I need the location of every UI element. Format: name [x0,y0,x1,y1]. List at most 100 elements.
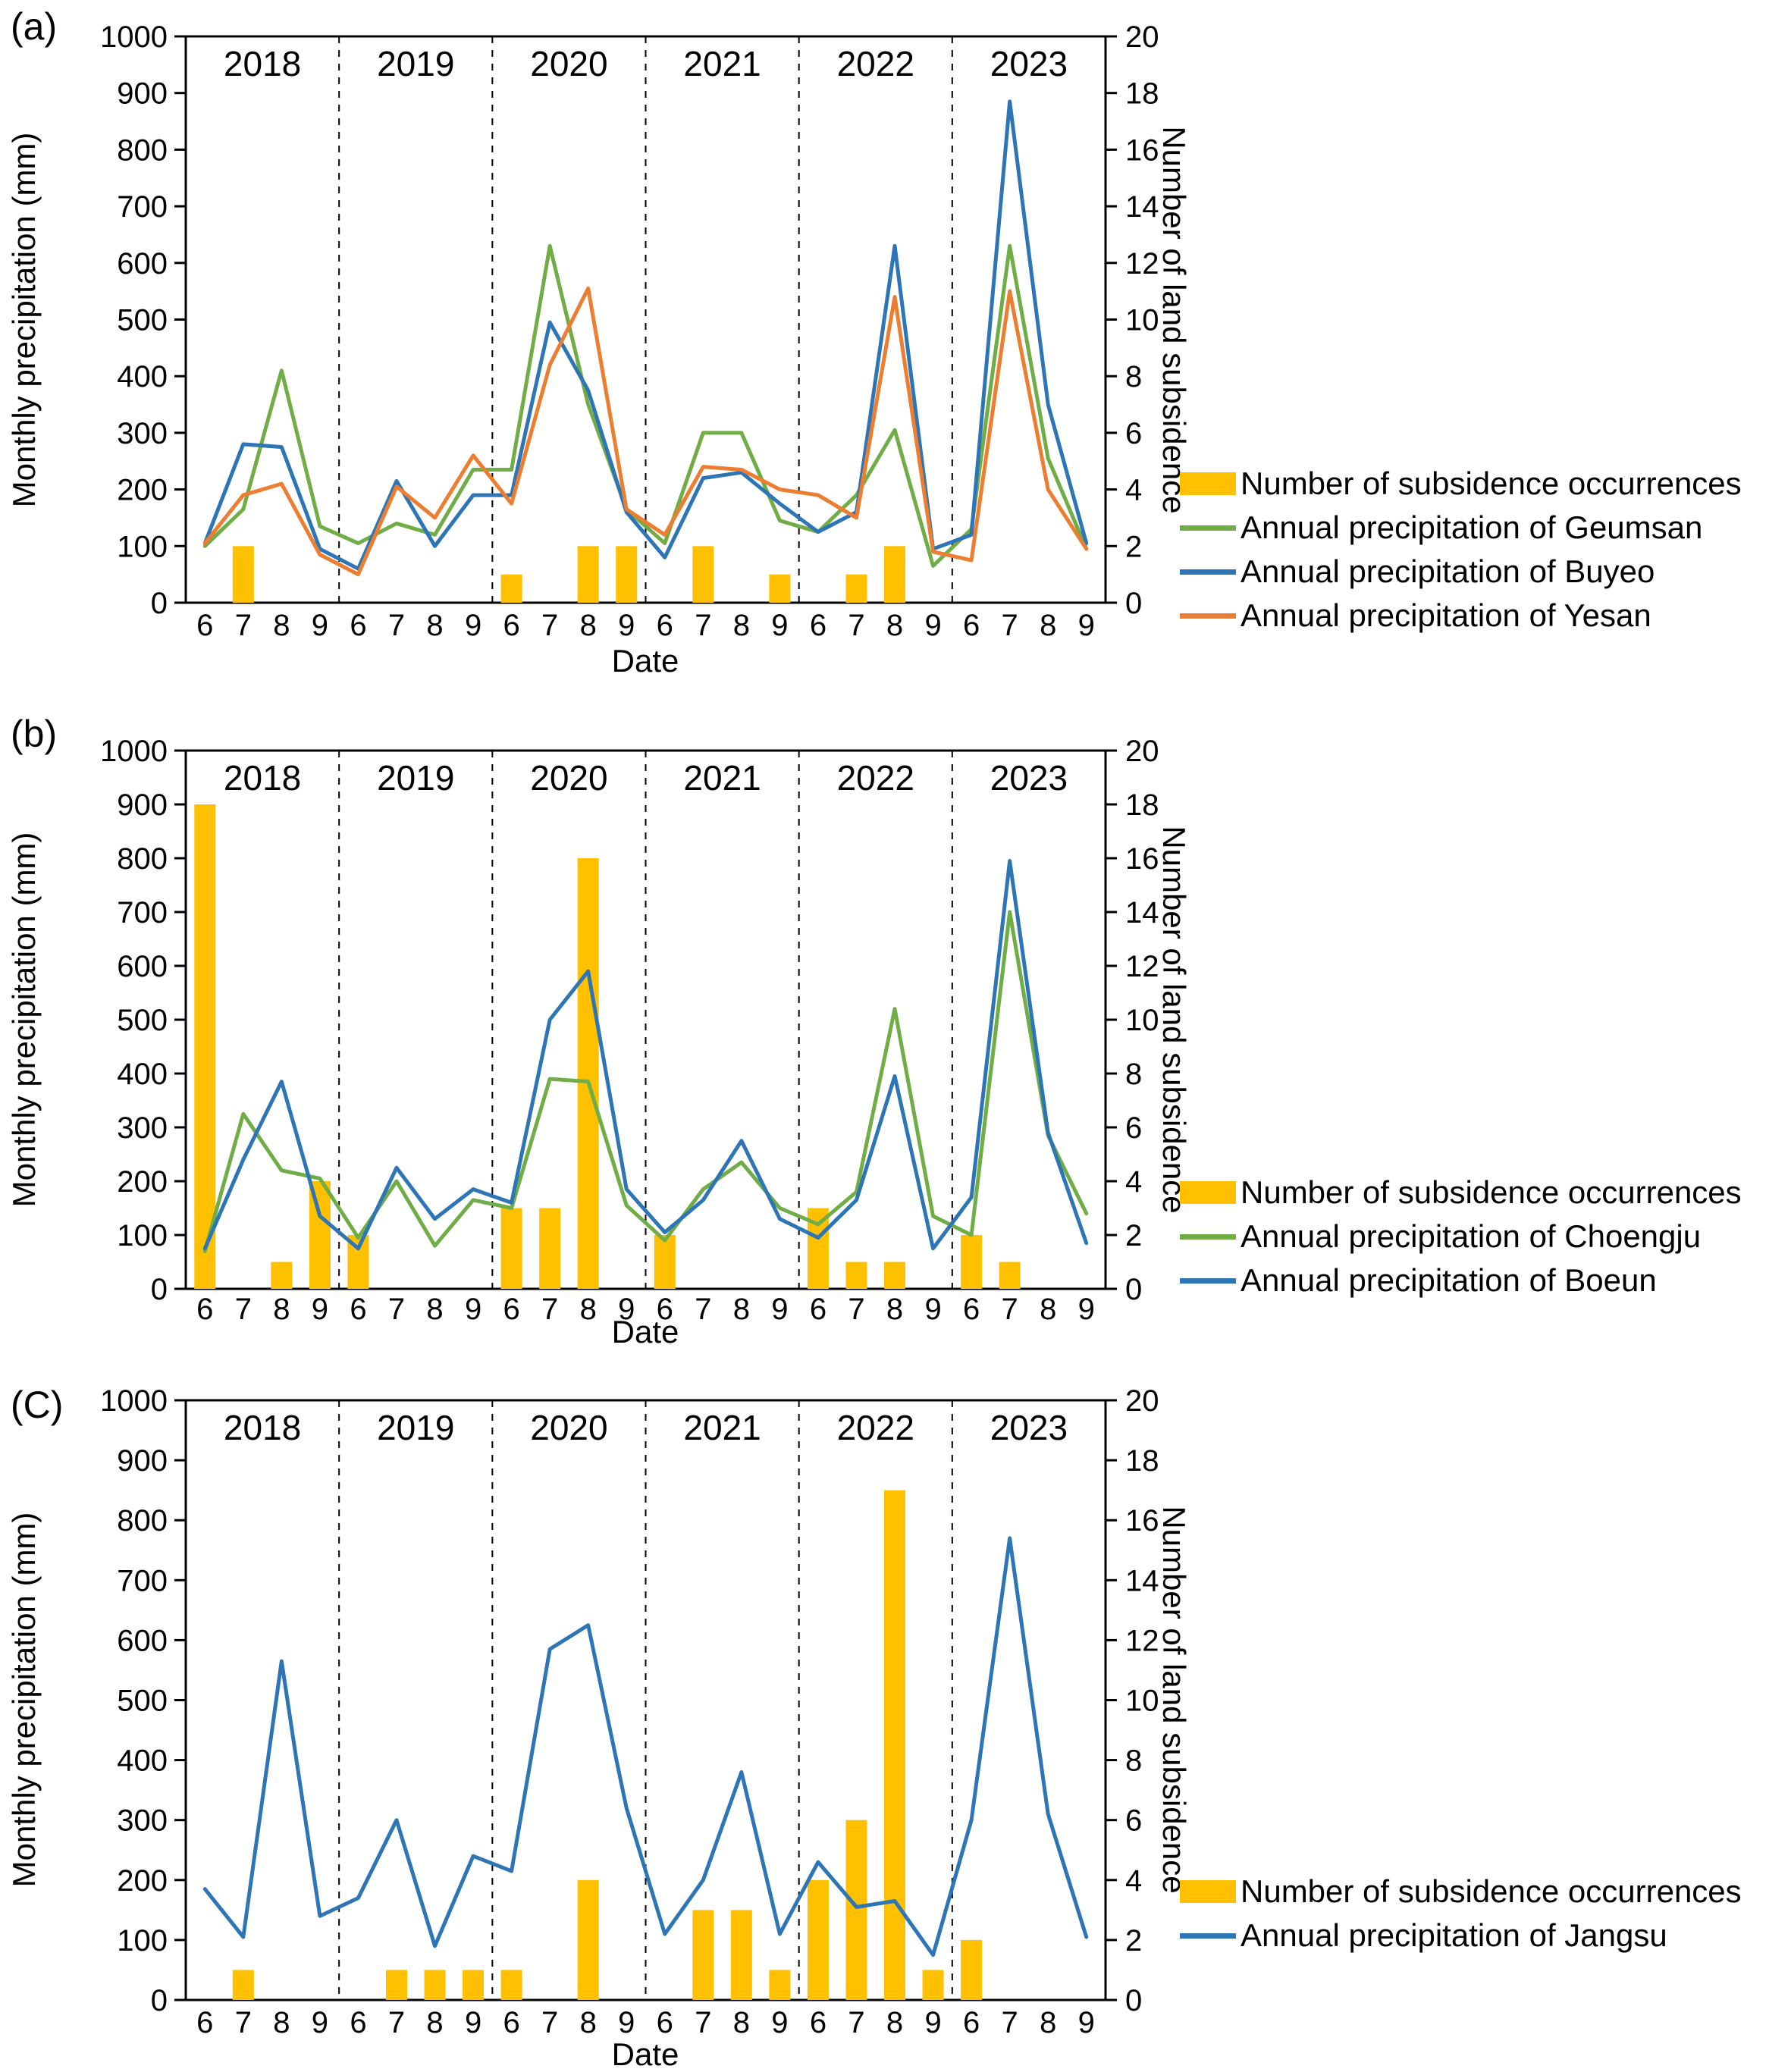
month-tick-label: 8 [1040,1293,1056,1326]
legend-item-subsidence-c: Number of subsidence occurrences [1180,1873,1742,1909]
right-tick-label: 4 [1125,1165,1142,1199]
month-tick-label: 6 [196,2006,213,2039]
left-tick-label: 400 [117,1058,168,1091]
subsidence-bar [999,1262,1021,1289]
x-axis-title-a: Date [612,643,679,679]
left-tick-label: 500 [117,1004,168,1037]
right-tick-label: 0 [1125,587,1142,620]
legend-label: Number of subsidence occurrences [1241,1174,1742,1210]
month-tick-label: 7 [235,1293,252,1326]
left-tick-label: 0 [151,1273,168,1306]
subsidence-bar [845,1262,867,1289]
subsidence-bar [884,1490,906,2000]
year-label-2019: 2019 [377,758,454,798]
month-tick-label: 7 [235,2006,252,2039]
legend-item-buyeo: Annual precipitation of Buyeo [1180,553,1742,589]
line-swatch-icon [1180,1933,1236,1939]
left-tick-label: 100 [117,530,168,563]
month-tick-label: 7 [388,609,405,642]
right-tick-label: 16 [1125,133,1159,167]
month-tick-label: 7 [848,609,864,642]
month-tick-label: 8 [426,2006,443,2039]
year-label-2020: 2020 [530,44,607,83]
right-tick-label: 20 [1125,20,1159,54]
month-tick-label: 7 [1002,1293,1018,1326]
legend-label: Number of subsidence occurrences [1241,1873,1742,1909]
panel-b: 2018 2019 2020 2021 2022 2023 0 100 200 300 400 500… [0,686,1791,1349]
subsidence-bar [500,1208,522,1289]
left-tick-label: 200 [117,474,168,507]
year-label-2021: 2021 [683,44,761,83]
subsidence-bar [232,1970,254,2000]
month-tick-label: 8 [733,1293,750,1326]
subsidence-bar [961,1939,983,2000]
precipitation-line [202,286,1089,577]
month-tick-label: 7 [695,2006,711,2039]
left-tick-label: 600 [117,247,168,281]
subsidence-bar [845,1820,867,2000]
month-tick-label: 6 [503,609,519,642]
month-tick-label: 9 [465,2006,481,2039]
left-tick-label: 600 [117,950,168,983]
subsidence-bar [539,1208,561,1289]
right-tick-label: 6 [1125,1804,1142,1838]
panel-c: 2018 2019 2020 2021 2022 2023 0 100 200 300 400 500… [0,1349,1791,2072]
left-tick-label: 700 [117,1564,168,1597]
month-tick-label: 6 [350,2006,366,2039]
month-tick-label: 8 [273,2006,290,2039]
month-tick-label: 7 [541,609,558,642]
subsidence-bar [385,1970,407,2000]
month-tick-label: 8 [426,1293,443,1326]
legend-c: Number of subsidence occurrences Annual … [1180,1873,1742,1953]
subsidence-bar [884,1262,906,1289]
left-tick-label: 900 [117,1444,168,1478]
subsidence-bar [271,1262,293,1289]
line-swatch-icon [1180,613,1236,619]
legend-label: Number of subsidence occurrences [1241,465,1742,501]
month-tick-label: 6 [196,1293,213,1326]
year-label-2020: 2020 [530,1408,607,1447]
month-tick-label: 9 [618,2006,635,2039]
left-tick-label: 100 [117,1219,168,1252]
month-tick-label: 9 [618,1293,635,1326]
y-axis-title-right-c: Number of land subsidence [1156,1506,1192,1893]
legend-item-subsidence-b: Number of subsidence occurrences [1180,1174,1742,1210]
y-axis-title-left-a: Monthly precipitation (mm) [6,133,42,508]
year-label-2023: 2023 [990,1408,1068,1447]
month-tick-label: 9 [771,609,788,642]
year-label-2023: 2023 [990,758,1068,798]
right-tick-label: 20 [1125,1384,1159,1418]
left-tick-label: 400 [117,360,168,393]
right-tick-label: 0 [1125,1984,1142,2017]
right-tick-label: 20 [1125,735,1159,768]
left-tick-label: 300 [117,417,168,450]
x-axis-title-b: Date [612,1314,679,1349]
left-tick-label: 800 [117,1504,168,1538]
month-tick-label: 7 [541,2006,558,2039]
legend-a: Number of subsidence occurrences Annual … [1180,465,1742,633]
left-tick-label: 900 [117,788,168,822]
subsidence-bar [424,1970,446,2000]
month-tick-label: 7 [235,609,252,642]
month-tick-label: 6 [657,609,673,642]
right-tick-label: 8 [1125,360,1142,393]
month-tick-label: 8 [580,609,597,642]
month-tick-label: 6 [503,2006,519,2039]
left-tick-label: 500 [117,304,168,337]
legend-b: Number of subsidence occurrences Annual … [1180,1174,1742,1298]
chart-c-plot: 2018 2019 2020 2021 2022 20230100200300400500… [100,1384,1159,2039]
chart-b-canvas: 2018 2019 2020 2021 2022 20230100200300400500… [6,713,1192,1349]
subsidence-bar [807,1879,829,2000]
right-tick-label: 16 [1125,842,1159,876]
right-tick-label: 14 [1125,896,1159,929]
month-tick-label: 8 [733,609,750,642]
y-axis-title-left-c: Monthly precipitation (mm) [6,1512,42,1888]
x-axis-title-c: Date [612,2036,679,2072]
panel-label-a: (a) [11,5,57,48]
month-tick-label: 6 [350,609,366,642]
year-label-2022: 2022 [837,758,914,798]
month-tick-label: 6 [963,2006,980,2039]
right-tick-label: 8 [1125,1744,1142,1778]
right-tick-label: 18 [1125,77,1159,111]
right-tick-label: 10 [1125,1685,1159,1718]
